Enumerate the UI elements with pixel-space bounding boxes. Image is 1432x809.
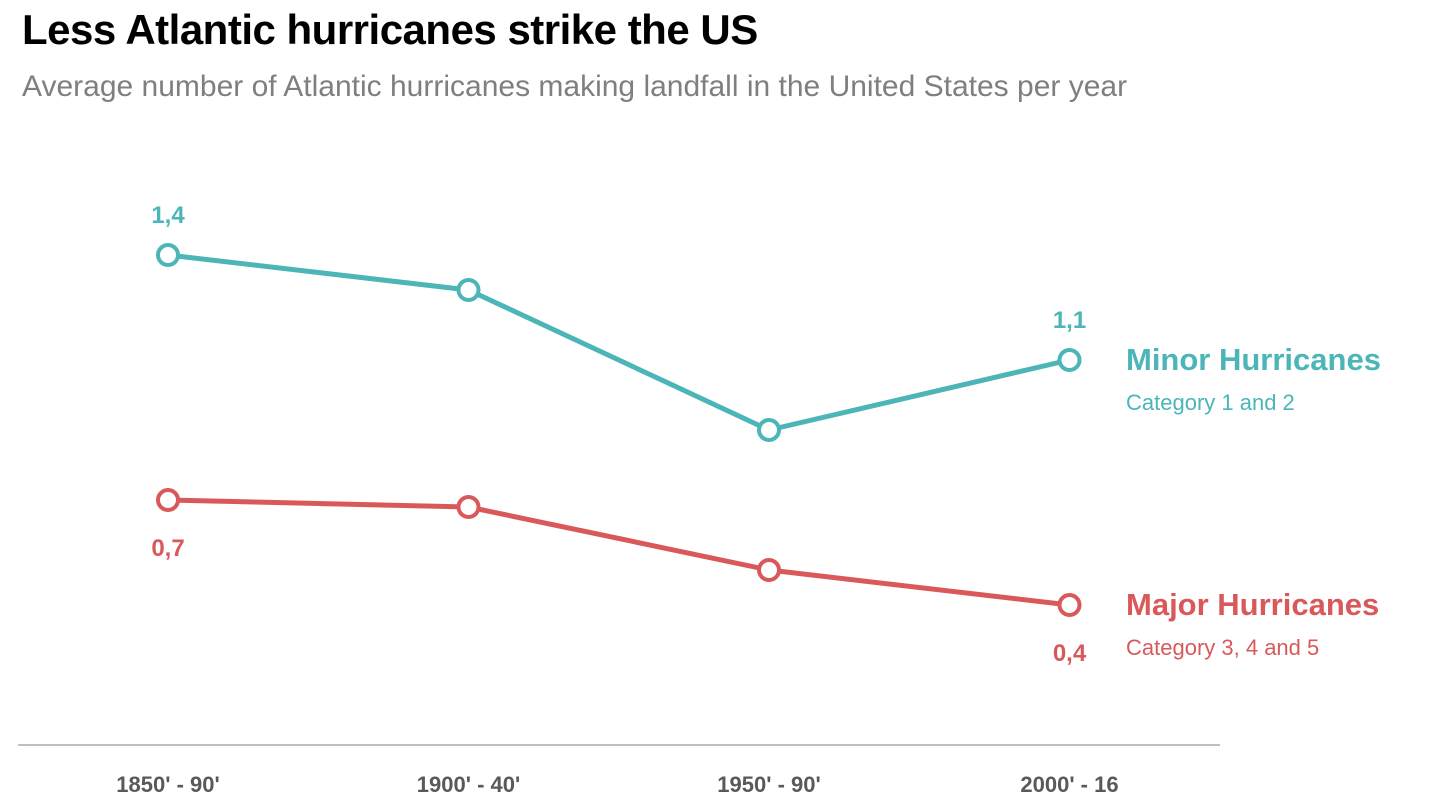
x-tick-label-0: 1850' - 90' [116, 772, 219, 797]
series-layer: 1,4 1,1 0,7 0,4 [151, 202, 1087, 667]
series-major-hurricanes: 0,7 0,4 [151, 488, 1087, 667]
data-point-major-hurricanes-0 [156, 488, 180, 512]
data-label-minor-hurricanes-3: 1,1 [1053, 307, 1086, 334]
legend-description-major-hurricanes: Category 3, 4 and 5 [1126, 635, 1319, 660]
data-point-minor-hurricanes-1 [456, 278, 481, 302]
legend-name-major-hurricanes: Major Hurricanes [1126, 587, 1379, 622]
legend-description-minor-hurricanes: Category 1 and 2 [1126, 390, 1295, 415]
x-tick-label-2: 1950' - 90' [717, 772, 820, 797]
data-label-major-hurricanes-0: 0,7 [151, 535, 184, 562]
x-tick-label-3: 2000' - 16 [1020, 772, 1118, 797]
data-point-major-hurricanes-2 [757, 558, 781, 582]
chart-subtitle: Average number of Atlantic hurricanes ma… [22, 70, 1128, 103]
x-axis-ticks: 1850' - 90' 1900' - 40' 1950' - 90' 2000' -… [116, 772, 1118, 797]
series-line-major-hurricanes [165, 497, 1072, 608]
series-line-minor-hurricanes [165, 252, 1072, 433]
chart-title: Less Atlantic hurricanes strike the US [22, 6, 758, 53]
legend-name-minor-hurricanes: Minor Hurricanes [1126, 342, 1381, 377]
series-minor-hurricanes: 1,4 1,1 [151, 202, 1086, 442]
data-point-minor-hurricanes-2 [757, 418, 781, 442]
x-tick-label-1: 1900' - 40' [417, 772, 520, 797]
data-point-major-hurricanes-3 [1057, 593, 1082, 617]
data-point-minor-hurricanes-0 [156, 243, 180, 267]
data-label-minor-hurricanes-0: 1,4 [151, 202, 185, 229]
data-point-major-hurricanes-1 [456, 495, 481, 519]
data-label-major-hurricanes-3: 0,4 [1053, 640, 1087, 667]
legend: Minor Hurricanes Category 1 and 2 Major Hu… [1126, 342, 1381, 660]
data-point-minor-hurricanes-3 [1057, 348, 1082, 372]
